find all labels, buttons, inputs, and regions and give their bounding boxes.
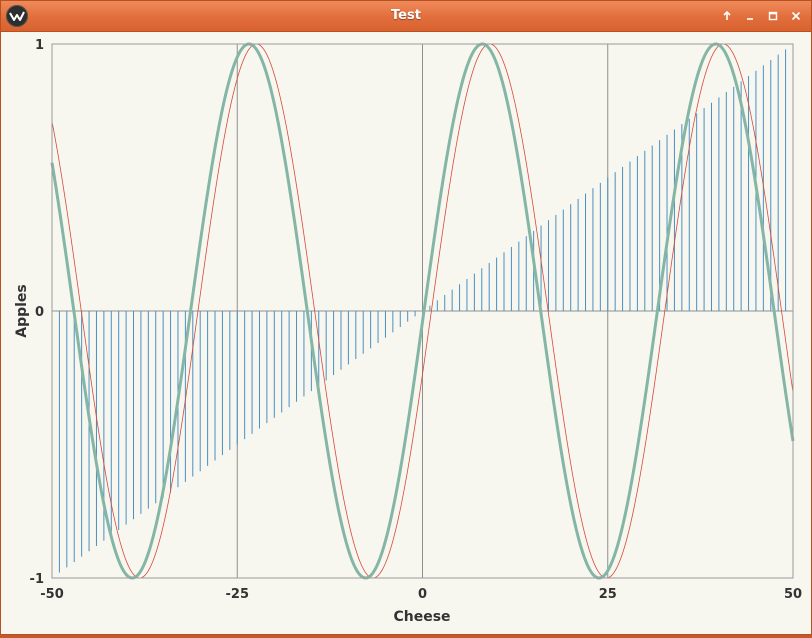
x-tick-label: 25 bbox=[599, 587, 617, 602]
y-tick-labels: -1 0 1 bbox=[30, 38, 44, 587]
y-tick-label: -1 bbox=[30, 572, 44, 587]
maximize-icon[interactable] bbox=[764, 7, 782, 25]
y-axis-label: Apples bbox=[14, 284, 30, 338]
close-icon[interactable] bbox=[787, 7, 805, 25]
plot-frame bbox=[51, 43, 794, 579]
graph-canvas: -50 -25 0 25 50 -1 0 1 Cheese Apples bbox=[1, 32, 811, 634]
x-tick-label: 50 bbox=[784, 587, 802, 602]
line-series bbox=[50, 42, 795, 580]
x-tick-label: -50 bbox=[40, 587, 64, 602]
window-title: Test bbox=[391, 8, 421, 23]
y-tick-label: 1 bbox=[35, 38, 44, 53]
series-line-1 bbox=[50, 42, 795, 580]
minimize-icon[interactable] bbox=[741, 7, 759, 25]
plot-background bbox=[1, 32, 811, 634]
x-tick-label: 0 bbox=[418, 587, 427, 602]
series-line-0 bbox=[51, 43, 794, 579]
x-axis-label: Cheese bbox=[393, 609, 450, 625]
y-tick-label: 0 bbox=[35, 305, 44, 320]
window-controls bbox=[718, 7, 805, 25]
plot-area: -50 -25 0 25 50 -1 0 1 Cheese Apples bbox=[1, 32, 811, 638]
kivy-logo-icon[interactable] bbox=[6, 5, 28, 27]
pin-icon[interactable] bbox=[718, 7, 736, 25]
x-tick-labels: -50 -25 0 25 50 bbox=[40, 587, 802, 602]
title-bar[interactable]: Test bbox=[1, 1, 811, 32]
x-tick-label: -25 bbox=[226, 587, 250, 602]
